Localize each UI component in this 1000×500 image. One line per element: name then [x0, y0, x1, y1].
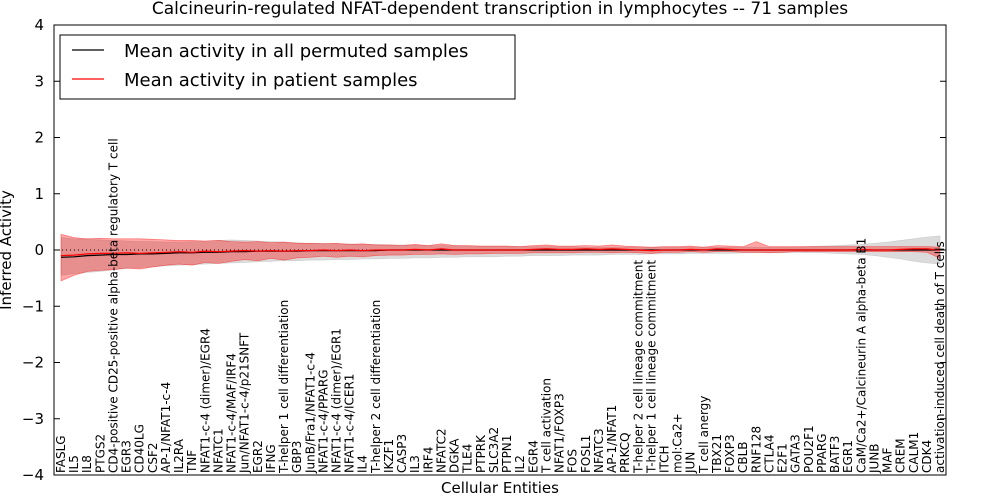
entity-label: CD4-positive CD25-positive alpha-beta re…: [107, 138, 121, 473]
chart-title: Calcineurin-regulated NFAT-dependent tra…: [152, 0, 848, 19]
entity-label: AP-1/NFAT1: [605, 405, 619, 473]
entity-label: CSF2: [146, 442, 160, 473]
entity-label: TBX21: [710, 434, 724, 474]
entity-label: CTLA4: [762, 434, 776, 473]
entity-label: IL4: [356, 455, 370, 473]
y-tick-label: −1: [22, 297, 44, 315]
entity-label: GBP3: [290, 441, 304, 473]
y-tick-label: −2: [22, 354, 44, 372]
y-tick-label: 1: [34, 185, 44, 203]
entity-label: NFATC1: [211, 428, 225, 473]
entity-label: IFNG: [264, 444, 278, 473]
entity-label: NFAT1/FOXP3: [553, 393, 567, 473]
entity-label: NFATC3: [592, 428, 606, 473]
entity-label: CASP3: [395, 434, 409, 473]
band-patient: [60, 233, 941, 282]
entity-label: CaM/Ca2+/Calcineurin A alpha-beta B1: [854, 238, 868, 473]
entity-label: NFAT1-c-4 (dimer)/EGR1: [330, 328, 344, 473]
entity-label: CBLB: [736, 441, 750, 473]
entity-label: GATA3: [789, 434, 803, 473]
legend: Mean activity in all permuted samples Me…: [59, 34, 516, 100]
entity-labels: FASLG IL5 IL8 PTGS2 CD4-positive CD25-positi…: [54, 138, 947, 474]
y-tick-label: −3: [22, 410, 44, 428]
entity-label: MAF: [881, 447, 895, 473]
entity-label: FASLG: [54, 435, 68, 473]
entity-label: TNF: [185, 450, 199, 474]
entity-label: E2F1: [776, 443, 790, 473]
entity-label: JunB/Fra1/NFAT1-c-4: [303, 352, 317, 474]
legend-label-patient: Mean activity in patient samples: [124, 70, 418, 91]
entity-label: PPARG: [815, 433, 829, 473]
entity-label: NFATC2: [435, 428, 449, 473]
entity-label: EGR3: [120, 440, 134, 473]
entity-label: RNF128: [749, 426, 763, 473]
entity-label: IL2RA: [172, 438, 186, 473]
entity-label: T-helper 2 cell differentiation: [369, 300, 383, 474]
entity-label: IL3: [408, 455, 422, 473]
entity-label: IL8: [80, 455, 94, 473]
line-patient-mean: [60, 248, 941, 257]
entity-label: CREM: [894, 438, 908, 473]
entity-label: TLE4: [461, 444, 475, 474]
entity-label: DGKA: [448, 438, 462, 473]
entity-label: NFAT1-c-4/MAF/IRF4: [225, 353, 239, 473]
legend-frame: [59, 34, 516, 100]
entity-label: EGR1: [841, 440, 855, 473]
entity-label: EGR2: [251, 440, 265, 473]
y-axis: 4 3 2 1 0 −1 −2 −3 −4: [22, 16, 946, 484]
entity-label: Jun/NFAT1-c-4/p21SNFT: [238, 332, 252, 474]
entity-label: AP-1/NFAT1-c-4: [159, 382, 173, 473]
entity-label: PTGS2: [93, 434, 107, 473]
entity-label: FOXP3: [723, 434, 737, 473]
entity-label: activation-induced cell death of T cells: [933, 241, 947, 473]
y-tick-label: 0: [34, 241, 44, 259]
y-tick-label: −4: [22, 466, 44, 484]
entity-label: mol:Ca2+: [671, 413, 685, 473]
entity-label: CALM1: [907, 432, 921, 473]
entity-label: T cell activation: [539, 378, 553, 474]
entity-label: NFAT1-c-4 (dimer)/EGR4: [198, 328, 212, 473]
entity-label: FOSL1: [579, 435, 593, 473]
entity-label: IL2: [513, 455, 527, 473]
entity-label: FOS: [566, 449, 580, 473]
entity-label: SLC3A2: [487, 427, 501, 473]
entity-label: EGR4: [526, 440, 540, 473]
confidence-bands: [60, 233, 941, 282]
entity-label: JUN: [684, 452, 698, 474]
y-tick-label: 4: [34, 16, 44, 34]
y-axis-label: Inferred Activity: [0, 190, 15, 310]
x-axis-label: Cellular Entities: [441, 479, 559, 497]
entity-label: PTPN1: [500, 435, 514, 473]
entity-label: ITCH: [658, 445, 672, 473]
y-tick-label: 2: [34, 129, 44, 147]
entity-label: T cell anergy: [697, 396, 711, 474]
series-lines: [60, 248, 941, 258]
entity-label: IL5: [67, 455, 81, 473]
entity-label: JUNB: [867, 443, 881, 474]
entity-label: T-helper 1 cell differentiation: [277, 300, 291, 474]
entity-label: POU2F1: [802, 425, 816, 473]
entity-label: IKZF1: [382, 439, 396, 473]
entity-label: T-helper 1 cell lineage commitment: [644, 260, 658, 474]
y-tick-label: 3: [34, 72, 44, 90]
entity-label: NFAT1-c-4/ICER1: [343, 374, 357, 473]
entity-label: PRKCQ: [618, 432, 632, 473]
entity-label: BATF3: [828, 436, 842, 473]
entity-label: PTPRK: [474, 434, 488, 473]
entity-label: NFAT1-c-4/PPARG: [316, 369, 330, 473]
entity-label: IRF4: [421, 447, 435, 473]
entity-label: CDK4: [920, 440, 934, 473]
entity-label: CD40LG: [133, 424, 147, 473]
legend-label-permuted: Mean activity in all permuted samples: [124, 41, 468, 62]
entity-label: T-helper 2 cell lineage commitment: [631, 260, 645, 474]
